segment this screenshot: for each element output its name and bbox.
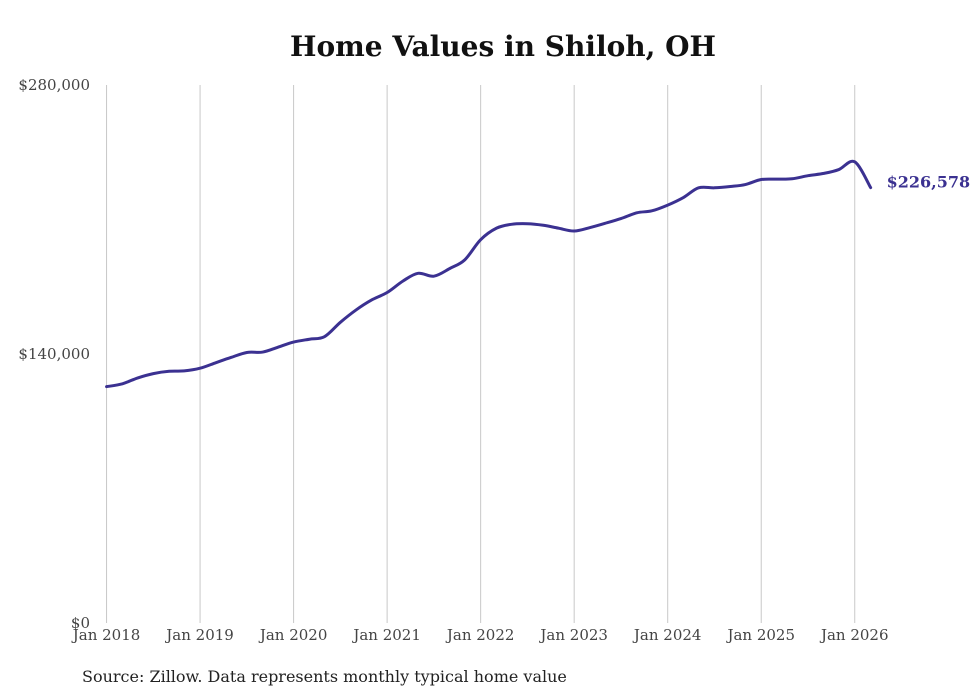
source-note: Source: Zillow. Data represents monthly … bbox=[82, 667, 567, 686]
x-tick-label: Jan 2018 bbox=[71, 626, 141, 644]
x-tick-label: Jan 2024 bbox=[632, 626, 702, 644]
x-tick-label: Jan 2022 bbox=[445, 626, 515, 644]
grid-lines bbox=[106, 85, 856, 623]
y-axis-ticks: $0 $140,000 $280,000 bbox=[18, 76, 90, 632]
series-line bbox=[105, 159, 873, 389]
y-tick-label: $140,000 bbox=[18, 345, 90, 363]
x-tick-label: Jan 2020 bbox=[258, 626, 328, 644]
x-tick-label: Jan 2026 bbox=[819, 626, 889, 644]
x-tick-label: Jan 2023 bbox=[538, 626, 608, 644]
y-tick-label: $280,000 bbox=[18, 76, 90, 94]
y-tick-label: $0 bbox=[71, 614, 90, 632]
x-axis-ticks: Jan 2018 Jan 2019 Jan 2020 Jan 2021 Jan 2022… bbox=[71, 626, 889, 644]
chart-title: Home Values in Shiloh, OH bbox=[290, 30, 716, 63]
x-tick-label: Jan 2025 bbox=[725, 626, 795, 644]
series-layer bbox=[105, 159, 873, 389]
x-tick-label: Jan 2019 bbox=[164, 626, 234, 644]
x-tick-label: Jan 2021 bbox=[351, 626, 421, 644]
end-value-label: $226,578 bbox=[887, 173, 971, 192]
